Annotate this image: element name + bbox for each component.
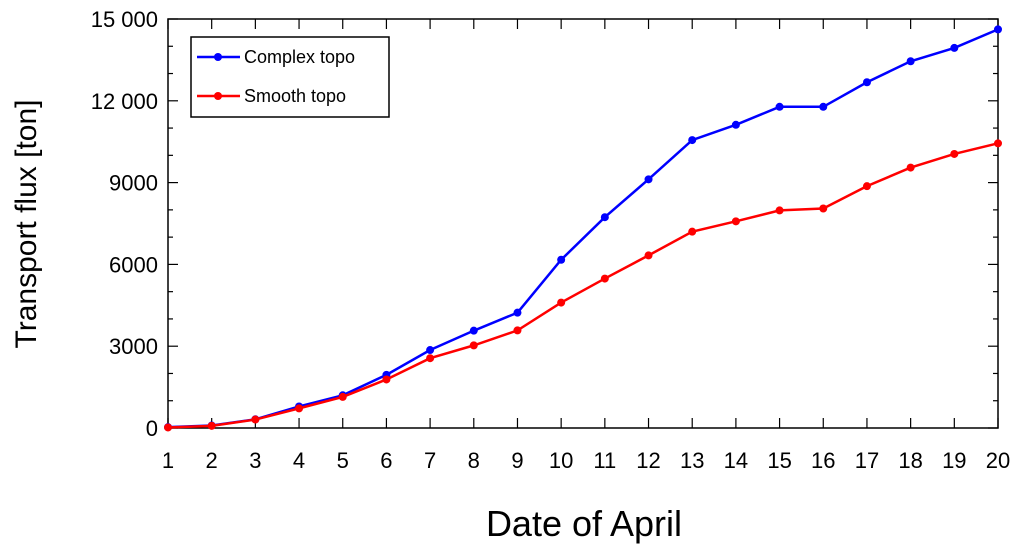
legend-box <box>190 36 390 118</box>
x-tick-label: 14 <box>724 448 748 473</box>
data-point <box>731 217 740 226</box>
data-point <box>950 43 959 52</box>
data-point <box>251 415 260 424</box>
legend: Complex topo Smooth topo <box>190 36 390 118</box>
plot-frame <box>167 18 999 429</box>
y-tick-label: 9000 <box>109 171 158 196</box>
data-point <box>906 163 915 172</box>
data-point <box>862 78 871 87</box>
data-point <box>688 227 697 236</box>
x-tick-label: 17 <box>855 448 879 473</box>
data-point <box>731 120 740 129</box>
series-line <box>167 142 999 429</box>
x-tick-label: 7 <box>424 448 436 473</box>
series-line <box>167 28 999 429</box>
legend-label: Smooth topo <box>244 86 346 106</box>
data-point <box>950 149 959 158</box>
data-point <box>906 57 915 66</box>
x-tick-label: 20 <box>986 448 1010 473</box>
data-point <box>819 204 828 213</box>
data-point <box>644 175 653 184</box>
data-point <box>295 404 304 413</box>
data-point <box>426 346 435 355</box>
x-tick-label: 4 <box>293 448 305 473</box>
data-point <box>338 392 347 401</box>
x-tick-label: 12 <box>636 448 660 473</box>
data-point <box>775 206 784 215</box>
y-tick-label: 15 000 <box>91 7 158 32</box>
data-point <box>469 341 478 350</box>
y-tick-label: 0 <box>146 416 158 441</box>
x-tick-label: 19 <box>942 448 966 473</box>
x-tick-label: 15 <box>767 448 791 473</box>
x-tick-label: 10 <box>549 448 573 473</box>
data-point <box>688 136 697 145</box>
data-point <box>819 102 828 111</box>
x-tick-label: 18 <box>898 448 922 473</box>
y-tick-label: 6000 <box>109 252 158 277</box>
legend-marker <box>214 53 222 61</box>
legend-marker <box>214 92 222 100</box>
data-point <box>382 375 391 384</box>
x-tick-label: 13 <box>680 448 704 473</box>
y-tick-label: 12 000 <box>91 89 158 114</box>
x-tick-label: 6 <box>380 448 392 473</box>
data-point <box>469 326 478 335</box>
data-point <box>862 182 871 191</box>
data-point <box>600 213 609 222</box>
series-lines <box>164 25 1002 432</box>
x-tick-label: 16 <box>811 448 835 473</box>
x-tick-label: 1 <box>162 448 174 473</box>
x-tick-label: 2 <box>206 448 218 473</box>
data-point <box>600 274 609 283</box>
data-point <box>644 251 653 260</box>
data-point <box>207 421 216 430</box>
x-tick-label: 9 <box>511 448 523 473</box>
legend-label: Complex topo <box>244 47 355 67</box>
data-point <box>164 423 172 432</box>
data-point <box>557 255 566 264</box>
y-tick-label: 3000 <box>109 334 158 359</box>
x-axis-title: Date of April <box>486 503 682 544</box>
data-point <box>994 25 1002 34</box>
x-tick-label: 5 <box>337 448 349 473</box>
x-tick-label: 3 <box>249 448 261 473</box>
data-point <box>994 139 1002 148</box>
data-point <box>557 298 566 307</box>
y-axis-title: Transport flux [ton] <box>10 100 43 349</box>
data-point <box>775 102 784 111</box>
data-point <box>513 308 522 317</box>
x-tick-label: 11 <box>593 448 616 473</box>
data-point <box>513 326 522 335</box>
data-point <box>426 354 435 363</box>
x-tick-label: 8 <box>468 448 480 473</box>
